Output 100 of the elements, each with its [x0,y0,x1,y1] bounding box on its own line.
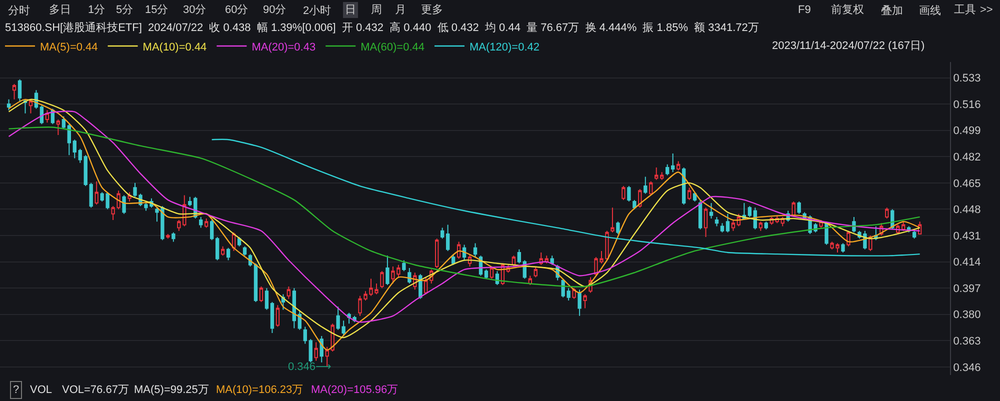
candlestick [446,224,450,252]
text: 叠加 [881,4,903,17]
candlestick [402,260,406,272]
candlestick [473,242,478,258]
candlestick [885,207,889,219]
text: 5分 [116,4,134,16]
candlestick [380,270,384,289]
candlestick [172,232,176,242]
text: 60分 [225,4,248,16]
candlestick [517,248,522,264]
candlestick [94,180,98,206]
y-tick-label: 0.414 [953,256,981,269]
candlestick [912,230,916,240]
candlestick [534,266,538,278]
candlestick [67,124,71,156]
candlestick [666,164,670,176]
candlestick [714,216,719,227]
text: MA(10)=106.23万 [216,384,304,396]
candlestick [254,262,258,303]
candlestick [578,289,582,316]
candlestick [166,233,170,240]
candlestick [18,78,22,102]
candlestick [220,246,225,256]
legend-label: MA(60)=0.44 [360,41,424,54]
candlestick [276,304,280,328]
candlestick [188,196,192,207]
text: MA(5)=99.25万 [134,384,209,396]
candlestick [649,180,653,196]
candlestick [484,269,488,280]
text: 513860.SH[港股通科技ETF] 2024/07/22 收 0.438 幅 1.39%[0.006] 开 0.432 高 0.440 低 0.432 均 0.44 量 76.67万 换 4.444% 振 1.85% 额 3341.72万 [5,21,759,34]
candlestick [72,139,76,159]
candlestick [270,302,274,334]
candlestick [726,213,730,233]
text: >> [980,4,993,16]
candlestick [84,154,88,187]
candlestick [199,216,203,228]
text: VOL [30,384,52,396]
candlestick [303,326,307,344]
text: 2023/11/14-2024/07/22 (167日) [772,40,925,52]
y-tick-label: 0.397 [953,282,981,295]
text: 1分 [88,4,106,16]
candlestick [797,200,801,214]
text: 画线 [919,4,941,17]
candlestick [28,98,33,114]
y-tick-label: 0.499 [953,125,981,138]
candlestick [440,227,444,240]
candlestick [210,220,214,241]
candlestick [622,186,626,200]
candlestick [12,83,16,100]
candlestick [56,119,60,136]
candlestick [292,288,296,329]
candlestick [704,207,708,238]
text: 90分 [263,4,286,16]
candlestick [435,238,439,268]
candlestick [638,188,642,208]
y-tick-label: 0.380 [953,309,981,322]
text: F9 [798,4,811,16]
candlestick [627,186,631,202]
candlestick [78,148,82,164]
candlestick [122,194,126,214]
candlestick [709,202,714,219]
candlestick [6,98,11,111]
candlestick [286,286,291,300]
candlestick [841,242,845,254]
candlestick [616,221,620,234]
y-tick-label: 0.465 [953,178,981,190]
text: 多日 [49,4,71,16]
candlestick [204,218,208,228]
text: VOL=76.67万 [62,384,129,396]
y-tick-label: 0.482 [953,151,981,164]
legend-label: MA(20)=0.43 [252,41,316,54]
line-series [211,138,920,256]
text: 15分 [145,4,168,16]
text: 周 [371,4,382,16]
candlestick [314,342,318,362]
candlestick [764,221,768,230]
candlestick [264,288,269,310]
candlestick [215,236,220,261]
candlestick [758,221,762,232]
legend-label: MA(10)=0.44 [142,41,207,54]
text: 前复权 [831,4,864,16]
candlestick [846,230,850,247]
candlestick [676,160,680,172]
candlestick [731,220,736,232]
candlestick [386,255,390,286]
candlestick [610,207,614,233]
candlestick [550,255,554,266]
legend-label: MA(5)=0.44 [40,41,98,54]
text: ? [13,384,20,396]
candlestick [644,176,648,194]
candlestick [748,206,752,218]
candlestick [698,199,702,230]
text: 分时 [8,4,30,17]
candlestick [89,182,93,208]
text: 更多 [421,4,443,16]
y-tick-label: 0.533 [953,72,981,85]
candlestick [226,247,230,261]
text: 工具 [954,4,976,16]
y-tick-label: 0.448 [953,204,981,216]
candlestick [320,336,324,363]
